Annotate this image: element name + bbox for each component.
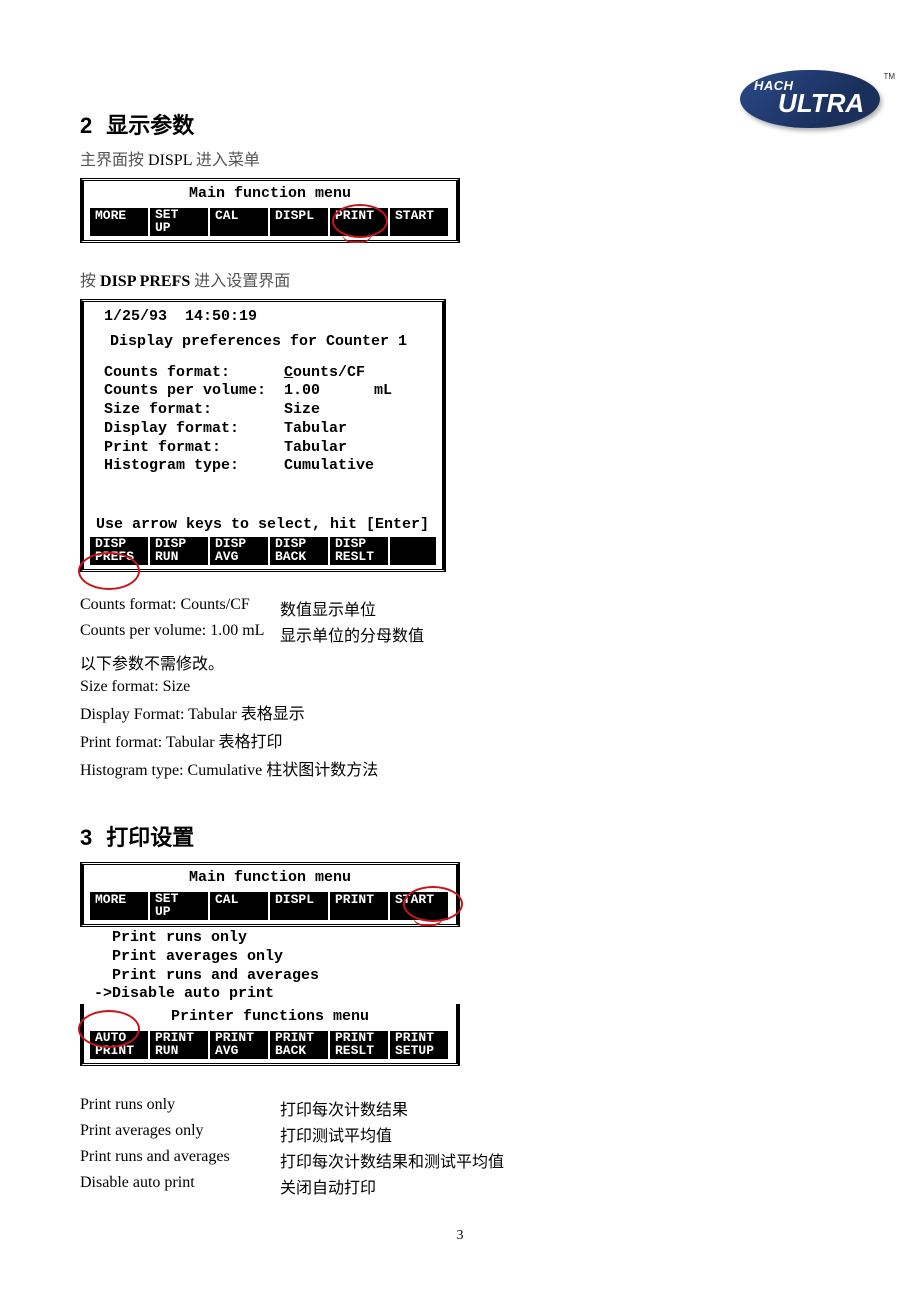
brand-logo: HACH ULTRA TM — [740, 70, 880, 145]
lcd-main-menu-1: Main function menu MORESET UPCALDISPLPRI… — [80, 178, 460, 243]
sec2-prefs-softkey-1: DISP RUN — [150, 537, 208, 565]
print-option-1: Print averages only — [94, 948, 460, 967]
print-desc-row-3: Disable auto print关闭自动打印 — [80, 1174, 840, 1198]
sec3-sub-softkey-2: PRINT AVG — [210, 1031, 268, 1059]
sec2-main-softkey-4: PRINT — [330, 208, 388, 236]
sec3-main-softkey-0: MORE — [90, 892, 148, 920]
sec2-main-softkey-5: START — [390, 208, 448, 236]
lcd-display-prefs: 1/25/93 14:50:19 Display preferences for… — [80, 299, 446, 572]
explain-rest-3: Histogram type: Cumulative 柱状图计数方法 — [80, 756, 840, 780]
prefs-row-1: Counts per volume: 1.00 mL — [104, 382, 436, 401]
prefs-title: Display preferences for Counter 1 — [90, 333, 436, 364]
explain-rest-1: Display Format: Tabular 表格显示 — [80, 700, 840, 724]
prefs-row-0: Counts format: Counts/CF — [104, 364, 436, 383]
prefs-row-3: Display format: Tabular — [104, 420, 436, 439]
sec2-prefs-softkey-3: DISP BACK — [270, 537, 328, 565]
section-2-heading: 2 显示参数 — [80, 108, 840, 140]
prefs-timestamp: 1/25/93 14:50:19 — [90, 306, 436, 333]
intro-prefix: 主界面按 — [80, 152, 148, 169]
intro-btn-displ: DISPL — [148, 152, 192, 169]
section-3-heading: 3 打印设置 — [80, 820, 840, 852]
sec3-main-softkey-4: PRINT — [330, 892, 388, 920]
sec2-prefs-softkey-4: DISP RESLT — [330, 537, 388, 565]
section-2-step2: 按 DISP PREFS 进入设置界面 — [80, 267, 840, 291]
sec2-prefs-softkey-5 — [390, 537, 436, 565]
sec2-main-softkey-3: DISPL — [270, 208, 328, 236]
page-number: 3 — [80, 1228, 840, 1244]
lcd-title-2: Main function menu — [90, 869, 450, 890]
sec2-prefs-softkey-2: DISP AVG — [210, 537, 268, 565]
section-2-intro: 主界面按 DISPL 进入菜单 — [80, 146, 840, 170]
logo-ultra-text: ULTRA — [778, 88, 864, 119]
sec3-sub-softkey-0: AUTO PRINT — [90, 1031, 148, 1059]
explain-rest-0: Size format: Size — [80, 678, 840, 696]
print-option-0: Print runs only — [94, 929, 460, 948]
submenu-title: Printer functions menu — [90, 1008, 450, 1029]
print-option-2: Print runs and averages — [94, 967, 460, 986]
section-2-title: 显示参数 — [106, 113, 194, 138]
sec3-sub-softkey-4: PRINT RESLT — [330, 1031, 388, 1059]
explain-rest-2: Print format: Tabular 表格打印 — [80, 728, 840, 752]
explain-note: 以下参数不需修改。 — [80, 650, 840, 674]
print-desc-row-0: Print runs only打印每次计数结果 — [80, 1096, 840, 1120]
sec3-sub-softkey-3: PRINT BACK — [270, 1031, 328, 1059]
sec3-main-softkey-3: DISPL — [270, 892, 328, 920]
logo-tm: TM — [883, 72, 895, 81]
prefs-row-2: Size format: Size — [104, 401, 436, 420]
prefs-row-4: Print format: Tabular — [104, 439, 436, 458]
sec2-main-softkey-2: CAL — [210, 208, 268, 236]
section-3-title: 打印设置 — [106, 825, 194, 850]
print-option-3: ->Disable auto print — [94, 985, 460, 1004]
lcd-title: Main function menu — [90, 185, 450, 206]
sec3-main-softkey-1: SET UP — [150, 892, 208, 920]
lcd-printer-functions: Print runs only Print averages only Prin… — [80, 929, 460, 1066]
sec3-main-softkey-2: CAL — [210, 892, 268, 920]
section-3-num: 3 — [80, 825, 92, 850]
sec3-main-softkey-5: START — [390, 892, 448, 920]
section-2-num: 2 — [80, 113, 92, 138]
explain-row-1: Counts per volume: 1.00 mL显示单位的分母数值 — [80, 622, 840, 646]
explain-row-0: Counts format: Counts/CF数值显示单位 — [80, 596, 840, 620]
sec2-main-softkey-0: MORE — [90, 208, 148, 236]
print-desc-row-1: Print averages only打印测试平均值 — [80, 1122, 840, 1146]
intro-suffix: 进入菜单 — [192, 152, 260, 169]
lcd-main-menu-2: Main function menu MORESET UPCALDISPLPRI… — [80, 862, 460, 927]
sec3-sub-softkey-5: PRINT SETUP — [390, 1031, 448, 1059]
sec2-prefs-softkey-0: DISP PREFS — [90, 537, 148, 565]
step2-prefix: 按 — [80, 273, 100, 290]
step2-btn-dispprefs: DISP PREFS — [100, 273, 190, 290]
print-desc-row-2: Print runs and averages打印每次计数结果和测试平均值 — [80, 1148, 840, 1172]
prefs-row-5: Histogram type: Cumulative — [104, 457, 436, 476]
sec3-sub-softkey-1: PRINT RUN — [150, 1031, 208, 1059]
prefs-hint: Use arrow keys to select, hit [Enter] — [90, 516, 436, 535]
step2-suffix: 进入设置界面 — [190, 273, 290, 290]
sec2-main-softkey-1: SET UP — [150, 208, 208, 236]
